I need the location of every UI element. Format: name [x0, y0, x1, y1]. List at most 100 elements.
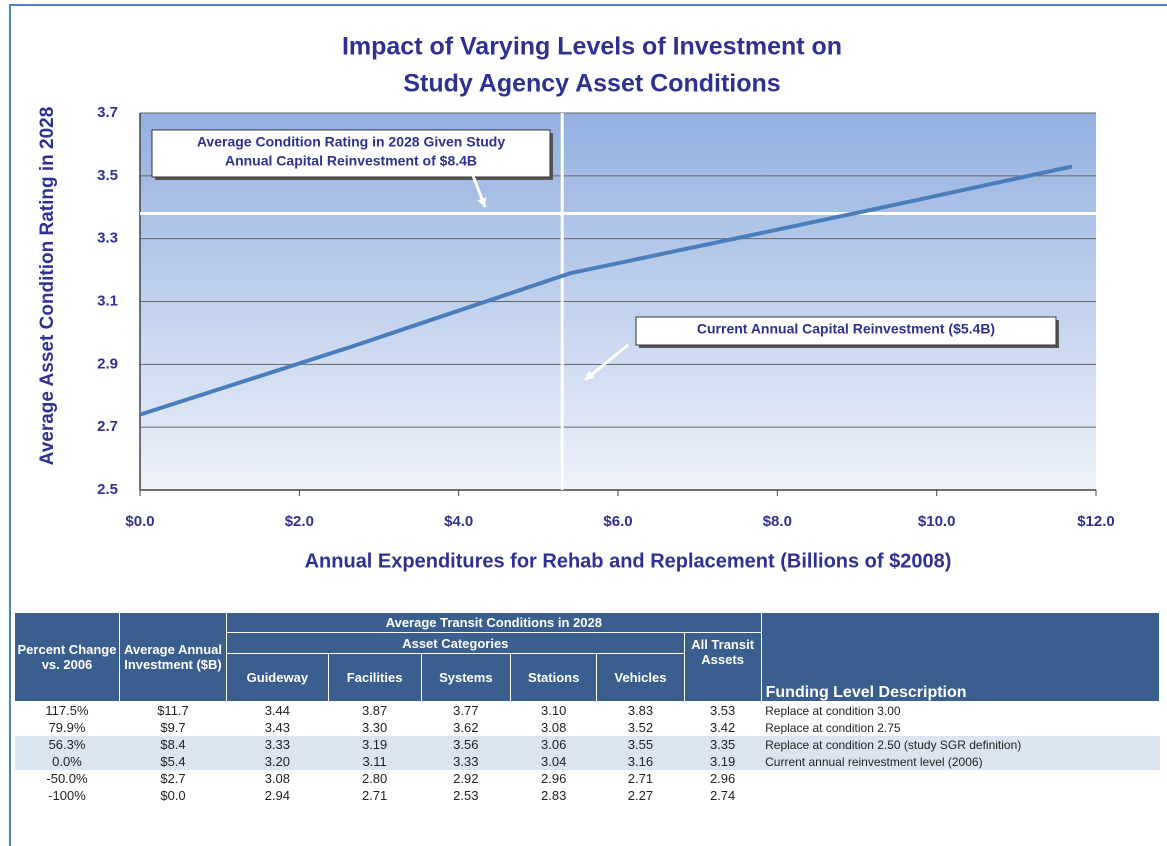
table-cell: 2.92	[453, 771, 479, 786]
data-table: Percent Change vs. 2006 Average Annual I…	[14, 612, 1161, 804]
table-cell: 2.27	[627, 788, 654, 803]
table-cell: 3.77	[453, 703, 479, 718]
header-cell: Percent Change vs. 2006	[14, 612, 120, 702]
y-tick-label: 3.1	[97, 292, 118, 309]
table-cell: Replace at condition 2.75	[765, 720, 901, 735]
line-series	[139, 164, 1073, 417]
table-cell: 117.5%	[45, 703, 89, 718]
table-cell: 3.16	[596, 753, 685, 770]
table-cell: 3.11	[328, 753, 422, 770]
table-row: 56.3% $8.4 3.33 3.19 3.56 3.06 3.55 3.35 Replace…	[14, 736, 1160, 753]
table-cell: 3.10	[541, 703, 567, 718]
table-cell: 3.30	[361, 720, 388, 735]
y-tick-label: 3.5	[97, 167, 118, 184]
x-tick-label: $2.0	[285, 513, 314, 530]
header-cell: Systems	[420, 653, 512, 702]
annotation-arrowhead	[585, 370, 595, 380]
table-cell: 2.53	[453, 788, 479, 803]
header-cell: Stations	[510, 653, 598, 702]
annotation-text: Average Condition Rating in 2028 Given S…	[197, 134, 506, 150]
header-cell: All Transit Assets	[683, 632, 762, 702]
table-cell: 3.44	[264, 703, 290, 718]
y-tick-label: 2.9	[97, 355, 118, 372]
x-tick-label: $6.0	[603, 513, 632, 530]
table-cell: 2.96	[709, 771, 736, 786]
frame-border	[9, 4, 1167, 846]
annotation-text: Current Annual Capital Reinvestment ($5.…	[697, 321, 995, 337]
table-cell: $2.7	[160, 771, 186, 786]
table-cell: 2.71	[361, 788, 388, 803]
annotation-box	[635, 316, 1057, 346]
chart: Impact of Varying Levels of Investment o…	[37, 33, 1115, 573]
annotation-arrowhead	[477, 197, 487, 207]
table-cell: 3.19	[328, 736, 422, 753]
annotation-text: Annual Capital Reinvestment of $8.4B	[225, 153, 477, 169]
table-row: 0.0% $5.4 3.20 3.11 3.33 3.04 3.16 3.19 Current …	[14, 753, 1160, 770]
header-cell: Asset Categories	[226, 632, 685, 654]
table-cell: 3.83	[627, 703, 654, 718]
table-cell: 3.52	[627, 720, 654, 735]
y-tick-label: 2.5	[97, 481, 118, 498]
table-cell: 3.55	[596, 736, 685, 753]
table-cell: $8.4	[119, 736, 227, 753]
table-cell: 3.87	[361, 703, 388, 718]
table-row: -50.0% $2.7 3.08 2.80 2.92 2.96 2.71 2.96	[15, 770, 1160, 787]
table-cell	[761, 770, 1159, 787]
x-tick-label: $10.0	[918, 513, 956, 530]
table-cell: 3.53	[709, 703, 736, 718]
table-cell: 3.43	[264, 720, 290, 735]
table-cell: -100%	[48, 788, 86, 803]
table-cell: 79.9%	[48, 720, 86, 735]
header-cell: Funding Level Description	[760, 612, 1161, 702]
table-cell: 3.06	[510, 736, 597, 753]
table-cell	[761, 787, 1159, 804]
table-cell: 3.19	[684, 753, 762, 770]
table-cell: 2.96	[541, 771, 567, 786]
table-cell: $11.7	[157, 703, 189, 718]
table-cell: 3.62	[453, 720, 479, 735]
table-cell: 3.04	[510, 753, 597, 770]
table-cell: 3.35	[684, 736, 762, 753]
table-cell: $9.7	[160, 720, 186, 735]
table-cell: Current annual reinvestment level (2006)	[761, 753, 1160, 770]
table-row: -100% $0.0 2.94 2.71 2.53 2.83 2.27 2.74	[15, 787, 1160, 804]
x-axis-label: Annual Expenditures for Rehab and Replac…	[305, 550, 952, 572]
header-cell: Average Transit Conditions in 2028	[226, 612, 762, 633]
table-cell: 2.83	[541, 788, 567, 803]
table-cell: 3.20	[226, 753, 329, 770]
y-axis-label: Average Asset Condition Rating in 2028	[37, 107, 58, 466]
table-cell: 3.08	[264, 771, 290, 786]
table-cell: $0.0	[160, 788, 186, 803]
table-row: 117.5% $11.7 3.44 3.87 3.77 3.10 3.83 3.53 Repla…	[15, 702, 1160, 720]
y-tick-label: 3.3	[97, 230, 118, 247]
table-cell: 2.74	[709, 788, 736, 803]
header-cell: Average Annual Investment ($B)	[119, 612, 227, 702]
x-tick-label: $12.0	[1077, 513, 1115, 530]
header-cell: Vehicles	[596, 653, 685, 702]
table-cell: Replace at condition 2.50 (study SGR def…	[761, 736, 1160, 753]
table-row: 79.9% $9.7 3.43 3.30 3.62 3.08 3.52 3.42 Replace…	[15, 719, 1160, 736]
table-cell: 3.56	[421, 736, 511, 753]
table-cell: Replace at condition 3.00	[765, 703, 901, 718]
y-tick-label: 3.7	[97, 104, 118, 121]
table-cell: 3.42	[709, 720, 736, 735]
table-cell: 0.0%	[14, 753, 120, 770]
table-cell: 2.94	[264, 788, 290, 803]
table-cell: -50.0%	[46, 771, 88, 786]
header-cell: Facilities	[327, 653, 422, 702]
annotation-arrow	[584, 343, 629, 382]
chart-title: Impact of Varying Levels of Investment o…	[342, 33, 842, 61]
table-cell: 3.08	[541, 720, 567, 735]
annotation-box	[151, 129, 551, 178]
table-cell: 56.3%	[14, 736, 120, 753]
y-tick-label: 2.7	[97, 418, 118, 435]
x-tick-label: $4.0	[444, 513, 473, 530]
header-cell: Guideway	[226, 653, 329, 702]
x-tick-label: $0.0	[125, 513, 154, 530]
chart-title: Study Agency Asset Conditions	[403, 70, 780, 98]
table-cell: 3.33	[226, 736, 329, 753]
x-tick-label: $8.0	[763, 513, 792, 530]
table-cell: 3.33	[421, 753, 511, 770]
table-cell: 2.71	[627, 771, 654, 786]
